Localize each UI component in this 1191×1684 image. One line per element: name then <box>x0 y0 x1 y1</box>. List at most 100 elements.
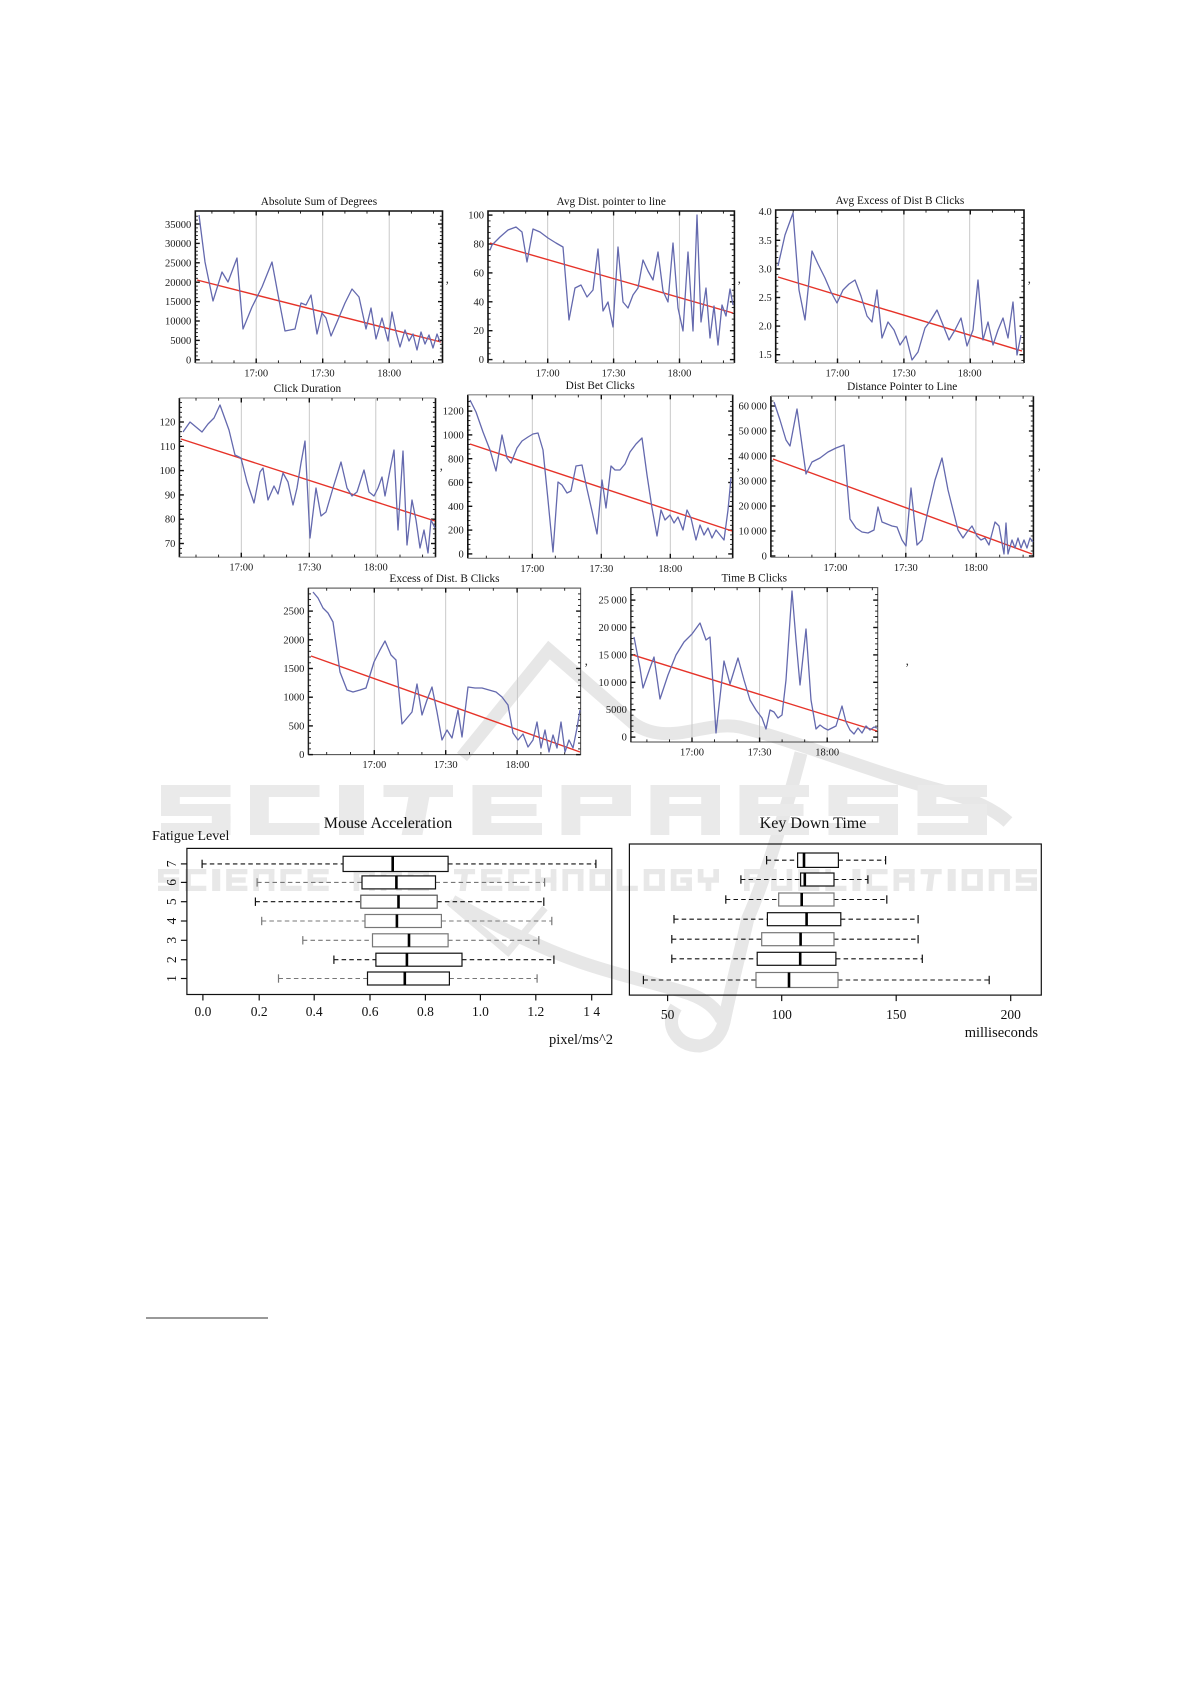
svg-text:17:30: 17:30 <box>894 563 918 574</box>
svg-text:17:00: 17:00 <box>362 760 386 771</box>
svg-text:4.0: 4.0 <box>759 207 772 218</box>
svg-text:0: 0 <box>459 549 464 560</box>
svg-text:1200: 1200 <box>443 407 464 418</box>
svg-text:17:00: 17:00 <box>826 369 850 380</box>
svg-text:120: 120 <box>160 418 176 429</box>
svg-text:10000: 10000 <box>165 317 191 328</box>
svg-text:150: 150 <box>886 1007 907 1022</box>
svg-text:600: 600 <box>448 478 464 489</box>
svg-text:Absolute Sum of Degrees: Absolute Sum of Degrees <box>261 196 377 208</box>
svg-text:20: 20 <box>474 326 485 337</box>
svg-text:20 000: 20 000 <box>739 502 767 513</box>
svg-text:40 000: 40 000 <box>739 452 767 463</box>
svg-text:2.0: 2.0 <box>759 322 772 333</box>
svg-text:17:00: 17:00 <box>680 748 704 759</box>
svg-text:3.0: 3.0 <box>759 264 772 275</box>
svg-text:18:00: 18:00 <box>377 369 401 380</box>
svg-text:Avg Excess of Dist B Clicks: Avg Excess of Dist B Clicks <box>836 195 965 207</box>
svg-text:17:30: 17:30 <box>748 748 772 759</box>
svg-text:18:00: 18:00 <box>815 748 839 759</box>
svg-text:milliseconds: milliseconds <box>965 1025 1039 1041</box>
svg-text:17:00: 17:00 <box>229 563 253 574</box>
svg-text:17:30: 17:30 <box>602 369 626 380</box>
svg-text:18:00: 18:00 <box>658 564 682 575</box>
svg-text:’: ’ <box>1027 278 1031 293</box>
svg-text:0.4: 0.4 <box>306 1004 323 1019</box>
svg-text:1.0: 1.0 <box>472 1004 489 1019</box>
svg-text:17:30: 17:30 <box>311 369 335 380</box>
svg-text:1.5: 1.5 <box>759 350 772 361</box>
svg-text:10 000: 10 000 <box>599 678 627 689</box>
svg-text:2500: 2500 <box>283 607 304 618</box>
svg-text:1: 1 <box>164 975 179 982</box>
svg-text:25000: 25000 <box>165 259 191 270</box>
svg-text:200: 200 <box>448 526 464 537</box>
svg-text:30000: 30000 <box>165 239 191 250</box>
svg-text:0: 0 <box>299 750 304 761</box>
svg-text:18:00: 18:00 <box>964 563 988 574</box>
svg-text:10 000: 10 000 <box>739 527 767 538</box>
svg-text:18:00: 18:00 <box>505 760 529 771</box>
svg-text:’: ’ <box>439 465 443 480</box>
svg-text:0: 0 <box>186 355 191 366</box>
svg-text:17:30: 17:30 <box>434 760 458 771</box>
svg-text:17:00: 17:00 <box>244 369 268 380</box>
svg-text:’: ’ <box>905 660 909 675</box>
svg-text:’: ’ <box>737 278 741 293</box>
svg-text:100: 100 <box>160 466 176 477</box>
svg-text:110: 110 <box>160 442 175 453</box>
svg-text:200: 200 <box>1001 1007 1022 1022</box>
svg-text:2: 2 <box>164 956 179 963</box>
svg-text:Time B Clicks: Time B Clicks <box>722 573 788 585</box>
svg-text:pixel/ms^2: pixel/ms^2 <box>549 1032 613 1048</box>
svg-text:’: ’ <box>445 278 449 293</box>
svg-text:2000: 2000 <box>283 635 304 646</box>
svg-text:18:00: 18:00 <box>364 563 388 574</box>
svg-text:Distance Pointer to Line: Distance Pointer to Line <box>847 381 957 393</box>
svg-text:50 000: 50 000 <box>739 427 767 438</box>
svg-text:6: 6 <box>164 879 179 886</box>
svg-text:60: 60 <box>474 268 485 279</box>
svg-text:Fatigue Level: Fatigue Level <box>152 829 229 844</box>
svg-text:17:00: 17:00 <box>536 369 560 380</box>
svg-text:50: 50 <box>661 1007 675 1022</box>
svg-text:18:00: 18:00 <box>667 369 691 380</box>
svg-text:Avg Dist. pointer to line: Avg Dist. pointer to line <box>557 196 666 208</box>
svg-text:1000: 1000 <box>283 693 304 704</box>
svg-text:400: 400 <box>448 502 464 513</box>
svg-text:17:00: 17:00 <box>520 564 544 575</box>
svg-text:0.8: 0.8 <box>417 1004 434 1019</box>
svg-text:30 000: 30 000 <box>739 477 767 488</box>
svg-text:70: 70 <box>165 539 176 550</box>
svg-text:Key Down Time: Key Down Time <box>760 815 867 832</box>
svg-text:80: 80 <box>474 240 485 251</box>
svg-text:0: 0 <box>479 355 484 366</box>
svg-text:800: 800 <box>448 454 464 465</box>
svg-text:17:00: 17:00 <box>823 563 847 574</box>
svg-text:15000: 15000 <box>165 297 191 308</box>
svg-text:90: 90 <box>165 490 176 501</box>
svg-text:35000: 35000 <box>165 220 191 231</box>
svg-text:’: ’ <box>584 660 588 675</box>
svg-text:7: 7 <box>164 860 179 867</box>
svg-text:17:30: 17:30 <box>297 563 321 574</box>
svg-text:1.2: 1.2 <box>527 1004 544 1019</box>
svg-text:17:30: 17:30 <box>589 564 613 575</box>
svg-text:15 000: 15 000 <box>599 650 627 661</box>
svg-text:25 000: 25 000 <box>599 596 627 607</box>
svg-text:100: 100 <box>772 1007 793 1022</box>
svg-text:Dist Bet Clicks: Dist Bet Clicks <box>566 380 635 392</box>
svg-text:17:30: 17:30 <box>892 369 916 380</box>
svg-text:0.0: 0.0 <box>194 1004 211 1019</box>
svg-text:100: 100 <box>468 211 484 222</box>
svg-text:0.2: 0.2 <box>251 1004 268 1019</box>
svg-text:0.6: 0.6 <box>362 1004 379 1019</box>
svg-text:5000: 5000 <box>170 336 191 347</box>
svg-text:80: 80 <box>165 515 176 526</box>
svg-text:’: ’ <box>736 465 740 480</box>
svg-text:5: 5 <box>164 898 179 905</box>
svg-text:20000: 20000 <box>165 278 191 289</box>
svg-text:60 000: 60 000 <box>739 402 767 413</box>
svg-text:18:00: 18:00 <box>958 369 982 380</box>
svg-text:Excess of Dist. B Clicks: Excess of Dist. B Clicks <box>389 573 499 585</box>
